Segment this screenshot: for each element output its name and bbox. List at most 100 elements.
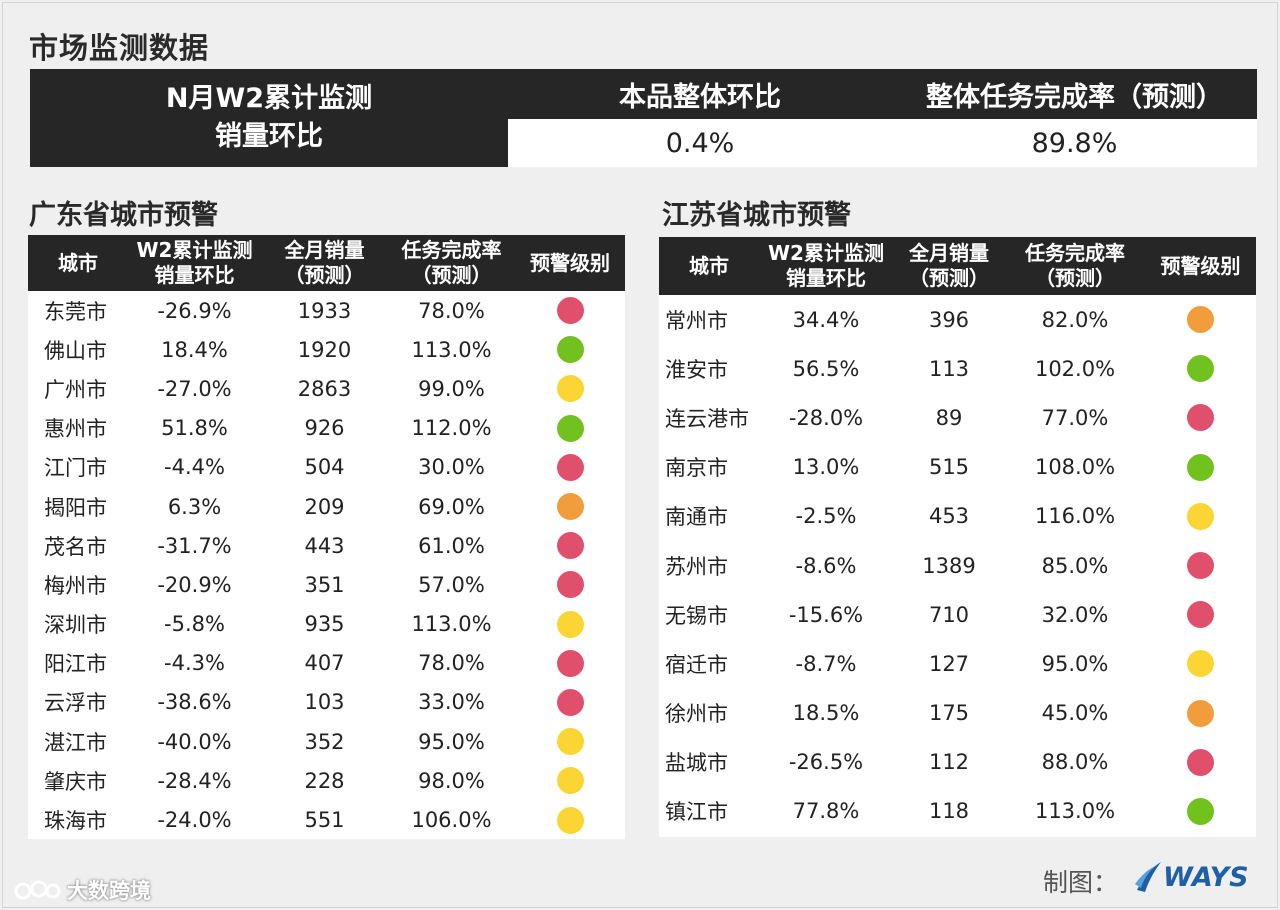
warning-level-dot-yellow [556, 610, 584, 638]
header-level: 预警级别 [1160, 253, 1241, 278]
level-cell [515, 493, 625, 521]
warning-level-dot-yellow [556, 806, 584, 834]
table-row: 盐城市 -26.5% 112 88.0% [659, 738, 1256, 787]
header-mom: W2累计监测 销量环比 [759, 241, 893, 291]
sales-cell: 1920 [297, 337, 352, 362]
rate-cell: 30.0% [418, 455, 485, 480]
warning-level-dot-yellow [556, 375, 584, 403]
table-row: 江门市 -4.4% 504 30.0% [28, 448, 625, 487]
table-row: 苏州市 -8.6% 1389 85.0% [659, 541, 1256, 590]
warning-level-dot-green [556, 336, 584, 364]
rate-cell: 61.0% [418, 533, 485, 558]
table-row: 茂名市 -31.7% 443 61.0% [28, 526, 625, 565]
city-cell: 深圳市 [44, 613, 107, 638]
rate-cell: 113.0% [411, 337, 492, 362]
mom-cell: -27.0% [157, 376, 232, 401]
city-cell: 苏州市 [665, 554, 728, 579]
warning-level-dot-yellow [556, 728, 584, 756]
mom-cell: -4.4% [164, 455, 225, 480]
summary-overall-mom-header: 本品整体环比 [508, 69, 892, 119]
credit-label: 制图： [1043, 868, 1119, 897]
mom-cell: -20.9% [157, 572, 232, 597]
rate-cell: 78.0% [418, 298, 485, 323]
city-cell: 宿迁市 [665, 652, 728, 677]
city-cell: 连云港市 [665, 406, 749, 431]
rate-cell: 77.0% [1041, 405, 1109, 430]
level-cell [1145, 797, 1256, 825]
sales-cell: 351 [304, 572, 345, 597]
mom-cell: -26.5% [788, 750, 864, 775]
jiangsu-table-body: 常州市 34.4% 396 82.0% 淮安市 56.5% 113 102.0% 连云港市 -28… [659, 295, 1256, 836]
table-row: 佛山市 18.4% 1920 113.0% [28, 330, 625, 369]
rate-cell: 99.0% [418, 376, 485, 401]
level-cell [515, 688, 625, 716]
header-mom-line2: 销量环比 [786, 266, 866, 290]
sales-cell: 352 [304, 729, 345, 754]
level-cell [515, 532, 625, 560]
header-rate: 任务完成率 （预测） [388, 238, 515, 288]
table-row: 云浮市 -38.6% 103 33.0% [28, 683, 625, 722]
table-row: 珠海市 -24.0% 551 106.0% [28, 800, 625, 839]
rate-cell: 88.0% [1041, 750, 1109, 775]
summary-task-rate-header: 整体任务完成率（预测） [892, 69, 1257, 119]
mom-cell: -2.5% [795, 504, 857, 529]
sales-cell: 228 [304, 768, 345, 793]
rate-cell: 113.0% [1034, 799, 1116, 824]
city-cell: 茂名市 [44, 534, 107, 559]
sales-cell: 89 [935, 405, 963, 430]
mom-cell: 34.4% [792, 307, 860, 332]
sales-cell: 127 [928, 651, 970, 676]
rate-cell: 33.0% [418, 690, 485, 715]
mom-cell: -8.6% [795, 553, 857, 578]
rate-cell: 45.0% [1041, 701, 1109, 726]
city-cell: 湛江市 [44, 730, 107, 755]
header-sales: 全月销量 （预测） [893, 241, 1005, 291]
summary-label: N月W2累计监测 销量环比 [30, 69, 508, 167]
rate-cell: 112.0% [411, 416, 492, 441]
mom-cell: -4.3% [164, 651, 225, 676]
city-cell: 淮安市 [665, 357, 728, 382]
level-cell [515, 610, 625, 638]
warning-level-dot-yellow [1187, 502, 1214, 530]
city-cell: 镇江市 [665, 800, 728, 825]
warning-level-dot-orange [1187, 306, 1214, 334]
sales-cell: 551 [304, 808, 345, 833]
sales-cell: 443 [304, 533, 345, 558]
city-cell: 珠海市 [44, 809, 107, 834]
sales-cell: 926 [304, 416, 345, 441]
sales-cell: 118 [928, 799, 970, 824]
table-row: 东莞市 -26.9% 1933 78.0% [28, 291, 625, 330]
rate-cell: 102.0% [1034, 356, 1116, 381]
summary-task-rate-value: 89.8% [892, 119, 1257, 167]
level-cell [515, 767, 625, 795]
guangdong-table-header: 城市 W2累计监测 销量环比 全月销量 （预测） 任务完成率 （预测） 预警级别 [28, 235, 625, 291]
watermark-logo-icon [14, 880, 61, 900]
ways-logo-text: WAYS [1163, 861, 1249, 893]
sales-cell: 396 [928, 307, 970, 332]
rate-cell: 98.0% [418, 768, 485, 793]
city-cell: 梅州市 [44, 573, 107, 598]
rate-cell: 85.0% [1041, 553, 1109, 578]
rate-cell: 108.0% [1034, 455, 1116, 480]
city-cell: 云浮市 [44, 691, 107, 716]
warning-level-dot-green [1187, 797, 1214, 825]
mom-cell: -28.0% [788, 405, 864, 430]
city-cell: 肇庆市 [44, 769, 107, 794]
mom-cell: -26.9% [157, 298, 232, 323]
warning-level-dot-green [1187, 355, 1214, 383]
warning-level-dot-green [556, 414, 584, 442]
sales-cell: 175 [928, 701, 970, 726]
header-city: 城市 [689, 253, 729, 278]
city-cell: 江门市 [44, 456, 107, 481]
header-mom-line1: W2累计监测 [768, 241, 884, 265]
table-row: 连云港市 -28.0% 89 77.0% [659, 393, 1256, 442]
table-row: 南京市 13.0% 515 108.0% [659, 443, 1256, 492]
level-cell [515, 571, 625, 599]
rate-cell: 106.0% [411, 808, 492, 833]
sales-cell: 2863 [297, 376, 352, 401]
guangdong-section-title: 广东省城市预警 [29, 200, 218, 231]
sales-cell: 103 [304, 690, 345, 715]
table-row: 阳江市 -4.3% 407 78.0% [28, 644, 625, 683]
level-cell [515, 728, 625, 756]
sales-cell: 515 [928, 455, 970, 480]
